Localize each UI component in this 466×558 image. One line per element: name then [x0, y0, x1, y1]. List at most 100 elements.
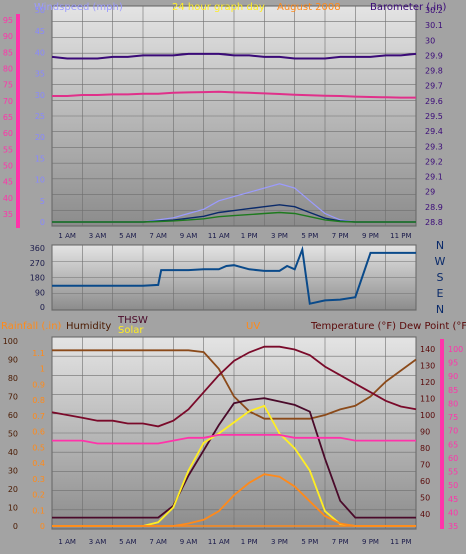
panel3-tick-thsw: 50 — [420, 494, 430, 503]
panel3-tick-percent: 60 — [8, 411, 18, 420]
panel3-tick-rain: 0.9 — [32, 380, 45, 389]
panel3-tick-rain: 0.1 — [32, 506, 45, 515]
x-axis-label: 3 AM — [89, 232, 107, 240]
x-axis-label: 5 AM — [119, 232, 137, 240]
panel2-left-ticks: 360 270 180 90 0 — [30, 244, 45, 312]
panel3-tick-thsw: 120 — [420, 378, 435, 387]
uv-label: UV — [246, 321, 260, 332]
panel1-left-tick: 80 — [3, 65, 13, 74]
panel3-tick-percent: 30 — [8, 467, 18, 476]
x-axis-label: 11 PM — [390, 232, 411, 240]
panel3-tick-temp: 95 — [448, 359, 458, 368]
panel3-color-bar — [440, 339, 444, 529]
panel1-right-tick: 29.5 — [425, 112, 443, 121]
panel3-tick-temp: 70 — [448, 427, 458, 436]
panel3-tick-rain: 1 — [40, 365, 45, 374]
rainfall-label: Rainfall (.in) — [1, 321, 62, 332]
panel3-tick-temp: 75 — [448, 413, 458, 422]
x-axis-label: 11 PM — [390, 538, 411, 546]
panel1-x-labels: 1 AM 3 AM 5 AM 7 AM 9 AM 11 AM 1 PM 3 PM 5 PM 7 P… — [58, 232, 411, 240]
panel1-right-tick: 29.9 — [425, 51, 443, 60]
panel1-inner-tick: 35 — [35, 70, 45, 79]
x-axis-label: 7 PM — [332, 232, 349, 240]
panel3-ticks-temp: 100 95 90 85 80 75 70 65 60 55 50 45 40 35 — [448, 345, 463, 531]
panel3-tick-temp: 60 — [448, 454, 458, 463]
x-axis-label: 1 PM — [241, 232, 258, 240]
thsw-label: THSW — [117, 315, 148, 326]
panel1-left-ticks: 95 90 85 80 75 70 65 60 55 50 45 40 35 — [3, 16, 13, 219]
dew-point-line — [52, 433, 416, 445]
panel1-right-tick: 29.1 — [425, 173, 443, 182]
humidity-label: Humidity — [66, 321, 111, 332]
panel1-inner-tick: 30 — [35, 91, 45, 100]
panel3-tick-percent: 20 — [8, 485, 18, 494]
panel3-tick-temp: 40 — [448, 508, 458, 517]
panel1-right-tick: 29.3 — [425, 142, 443, 151]
panel3-tick-percent: 40 — [8, 448, 18, 457]
panel3-tick-percent: 80 — [8, 374, 18, 383]
panel3-ticks-rain: 1.1 1 0.9 0.8 0.7 0.6 0.5 0.4 0.3 0.2 0.1 0 — [32, 349, 45, 531]
x-axis-label: 5 AM — [119, 538, 137, 546]
panel1-right-tick: 29.4 — [425, 127, 443, 136]
windspeed-title: Windspeed (mph) — [34, 2, 123, 13]
panel1-right-ticks: 30.2 30.1 30 29.9 29.8 29.7 29.6 29.5 29.4 29.3 29… — [425, 6, 443, 227]
panel3-tick-rain: 1.1 — [32, 349, 45, 358]
panel2-left-tick: 0 — [40, 303, 45, 312]
x-axis-label: 11 AM — [208, 232, 230, 240]
panel3-tick-rain: 0.6 — [32, 428, 45, 437]
panel1-right-tick: 29.8 — [425, 67, 443, 76]
panel3-tick-thsw: 130 — [420, 362, 435, 371]
x-axis-label: 1 AM — [58, 232, 76, 240]
panel3-tick-rain: 0 — [40, 522, 45, 531]
panel1-inner-tick: 15 — [35, 154, 45, 163]
x-axis-label: 11 AM — [208, 538, 230, 546]
wind-average-line — [52, 211, 416, 223]
compass-label: W — [435, 255, 446, 268]
panel3-tick-temp: 85 — [448, 386, 458, 395]
panel1-lines — [51, 52, 417, 223]
panel1-right-tick: 29.7 — [425, 82, 443, 91]
panel2-left-tick: 180 — [30, 274, 45, 283]
panel3-tick-temp: 55 — [448, 468, 458, 477]
panel3-tick-temp: 80 — [448, 399, 458, 408]
panel3-tick-percent: 70 — [8, 393, 18, 402]
temperature-line — [51, 345, 417, 428]
pink-line — [52, 90, 416, 99]
x-axis-label: 7 PM — [332, 538, 349, 546]
x-axis-label: 1 PM — [241, 538, 258, 546]
panel1-left-tick: 55 — [3, 145, 13, 154]
panel3-x-labels: 1 AM 3 AM 5 AM 7 AM 9 AM 11 AM 1 PM 3 PM 5 PM 7 P… — [58, 538, 411, 546]
x-axis-label: 3 PM — [271, 232, 288, 240]
barometer-title: Barometer (.in) — [370, 2, 446, 13]
x-axis-label: 5 PM — [301, 538, 318, 546]
graph-title: 24 hour graph day — [172, 2, 265, 13]
panel1-right-tick: 30 — [425, 36, 435, 45]
panel1-inner-tick: 50 — [35, 6, 45, 15]
panel-temperature-humidity: Rainfall (.in) Humidity THSW Solar UV Te… — [1, 315, 466, 546]
humidity-line — [52, 349, 417, 420]
panel1-left-tick: 95 — [3, 16, 13, 25]
compass-label: N — [436, 239, 444, 252]
graph-date: August 2008 — [277, 2, 341, 13]
panel3-tick-thsw: 70 — [420, 461, 430, 470]
panel1-inner-tick: 40 — [35, 48, 45, 57]
panel2-left-tick: 90 — [35, 288, 45, 297]
panel1-left-tick: 90 — [3, 32, 13, 41]
panel1-grid — [51, 5, 417, 227]
panel3-tick-thsw: 100 — [420, 411, 435, 420]
panel3-tick-percent: 0 — [13, 522, 18, 531]
panel3-tick-rain: 0.3 — [32, 475, 45, 484]
panel3-tick-rain: 0.8 — [32, 396, 45, 405]
panel2-grid — [51, 244, 417, 311]
panel1-right-tick: 29.6 — [425, 97, 443, 106]
panel3-tick-thsw: 60 — [420, 477, 430, 486]
panel2-left-tick: 360 — [30, 244, 45, 253]
panel1-right-tick: 30.2 — [425, 6, 443, 15]
panel1-left-tick: 75 — [3, 81, 13, 90]
panel1-inner-tick: 5 — [40, 197, 45, 206]
panel1-right-tick: 30.1 — [425, 21, 443, 30]
panel3-tick-percent: 10 — [8, 504, 18, 513]
